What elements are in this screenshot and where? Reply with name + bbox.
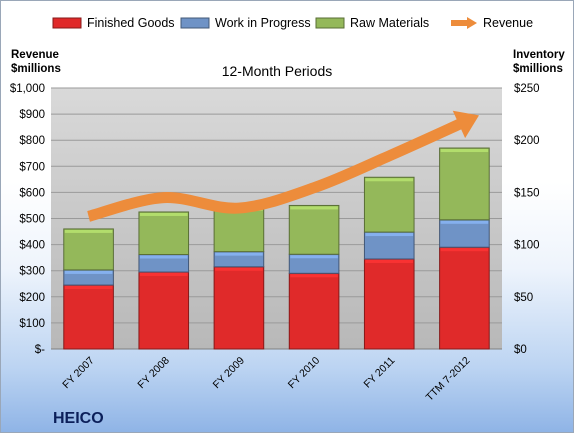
- x-tick-label: FY 2010: [286, 355, 323, 392]
- right-tick-label: $50: [514, 292, 533, 304]
- right-tick-label: $100: [514, 240, 540, 252]
- legend-swatch: [180, 17, 210, 29]
- bar-segment: [288, 204, 340, 255]
- bar-segment: [363, 231, 415, 260]
- bar-segment: [63, 284, 114, 350]
- x-tick-label: FY 2008: [135, 355, 172, 392]
- left-axis-ticks: $- $100 $200 $300 $400 $500 $600 $700 $800 $900 $1…: [10, 83, 45, 356]
- bar-segment: [363, 258, 415, 350]
- left-tick-label: $100: [19, 318, 45, 330]
- right-tick-label: $200: [514, 135, 540, 147]
- bar-segment: [213, 266, 265, 350]
- left-tick-label: $800: [19, 135, 45, 147]
- revenue-line: [87, 116, 467, 222]
- left-axis-title-line1: Revenue: [11, 49, 59, 61]
- revenue-line-group: [87, 110, 479, 222]
- bar-segment: [363, 176, 415, 233]
- left-tick-label: $700: [19, 161, 45, 173]
- x-tick-label: FY 2007: [60, 355, 97, 392]
- bar-highlight: [139, 273, 188, 277]
- left-tick-label: $600: [19, 187, 45, 199]
- bar-highlight: [440, 248, 489, 252]
- right-tick-label: $250: [514, 83, 540, 95]
- bar-highlight: [290, 274, 338, 278]
- bar-highlight: [215, 252, 263, 256]
- legend-label: Finished Goods: [87, 16, 175, 30]
- right-tick-label: $0: [514, 344, 527, 356]
- bar-highlight: [365, 178, 414, 182]
- bar-highlight: [139, 255, 188, 259]
- bar-highlight: [440, 220, 489, 224]
- right-axis-title-line2: $millions: [513, 63, 563, 75]
- legend-swatch: [315, 17, 345, 29]
- bar-highlight: [139, 212, 188, 216]
- x-axis-ticks: FY 2007 FY 2008 FY 2009 FY 2010 FY 2011 TTM 7…: [60, 355, 472, 404]
- bar-highlight: [365, 233, 414, 237]
- x-tick-label: TTM 7-2012: [424, 355, 473, 404]
- right-axis-title-line1: Inventory: [513, 49, 565, 61]
- company-name: HEICO: [53, 410, 104, 427]
- right-tick-label: $150: [514, 187, 540, 199]
- bar-highlight: [440, 149, 489, 153]
- bar-highlight: [64, 229, 113, 233]
- bar-highlight: [64, 270, 113, 274]
- bars: [63, 147, 490, 350]
- revenue-arrowhead: [452, 110, 479, 139]
- bar-segment: [138, 271, 190, 350]
- x-tick-label: FY 2011: [361, 355, 397, 391]
- left-tick-label: $500: [19, 214, 45, 226]
- left-tick-label: $1,000: [10, 83, 45, 95]
- bar-highlight: [365, 259, 414, 263]
- legend-label: Work in Progress: [215, 16, 311, 30]
- left-tick-label: $200: [19, 292, 45, 304]
- bar-highlight: [290, 255, 338, 259]
- right-axis-ticks: $0 $50 $100 $150 $200 $250: [514, 83, 540, 356]
- bar-segment: [439, 246, 490, 350]
- left-tick-label: $300: [19, 266, 45, 278]
- bar-segment: [138, 211, 190, 256]
- legend-label: Raw Materials: [350, 16, 429, 30]
- legend-label: Revenue: [483, 16, 533, 30]
- legend-swatch: [52, 17, 82, 29]
- left-tick-label: $900: [19, 109, 45, 121]
- legend-swatch-arrow: [467, 17, 477, 29]
- left-tick-label: $-: [35, 344, 45, 356]
- bar-segment: [439, 147, 490, 221]
- bar-segment: [288, 272, 340, 350]
- left-axis-title-line2: $millions: [11, 63, 61, 75]
- bar-segment: [439, 219, 490, 248]
- bar-segment: [63, 228, 114, 271]
- left-tick-label: $400: [19, 240, 45, 252]
- bar-highlight: [215, 267, 263, 271]
- chart-title: 12-Month Periods: [222, 63, 333, 79]
- legend: Finished Goods Work in Progress Raw Materi…: [52, 16, 533, 30]
- bar-highlight: [290, 206, 338, 210]
- x-tick-label: FY 2009: [211, 355, 248, 392]
- bar-highlight: [64, 286, 113, 290]
